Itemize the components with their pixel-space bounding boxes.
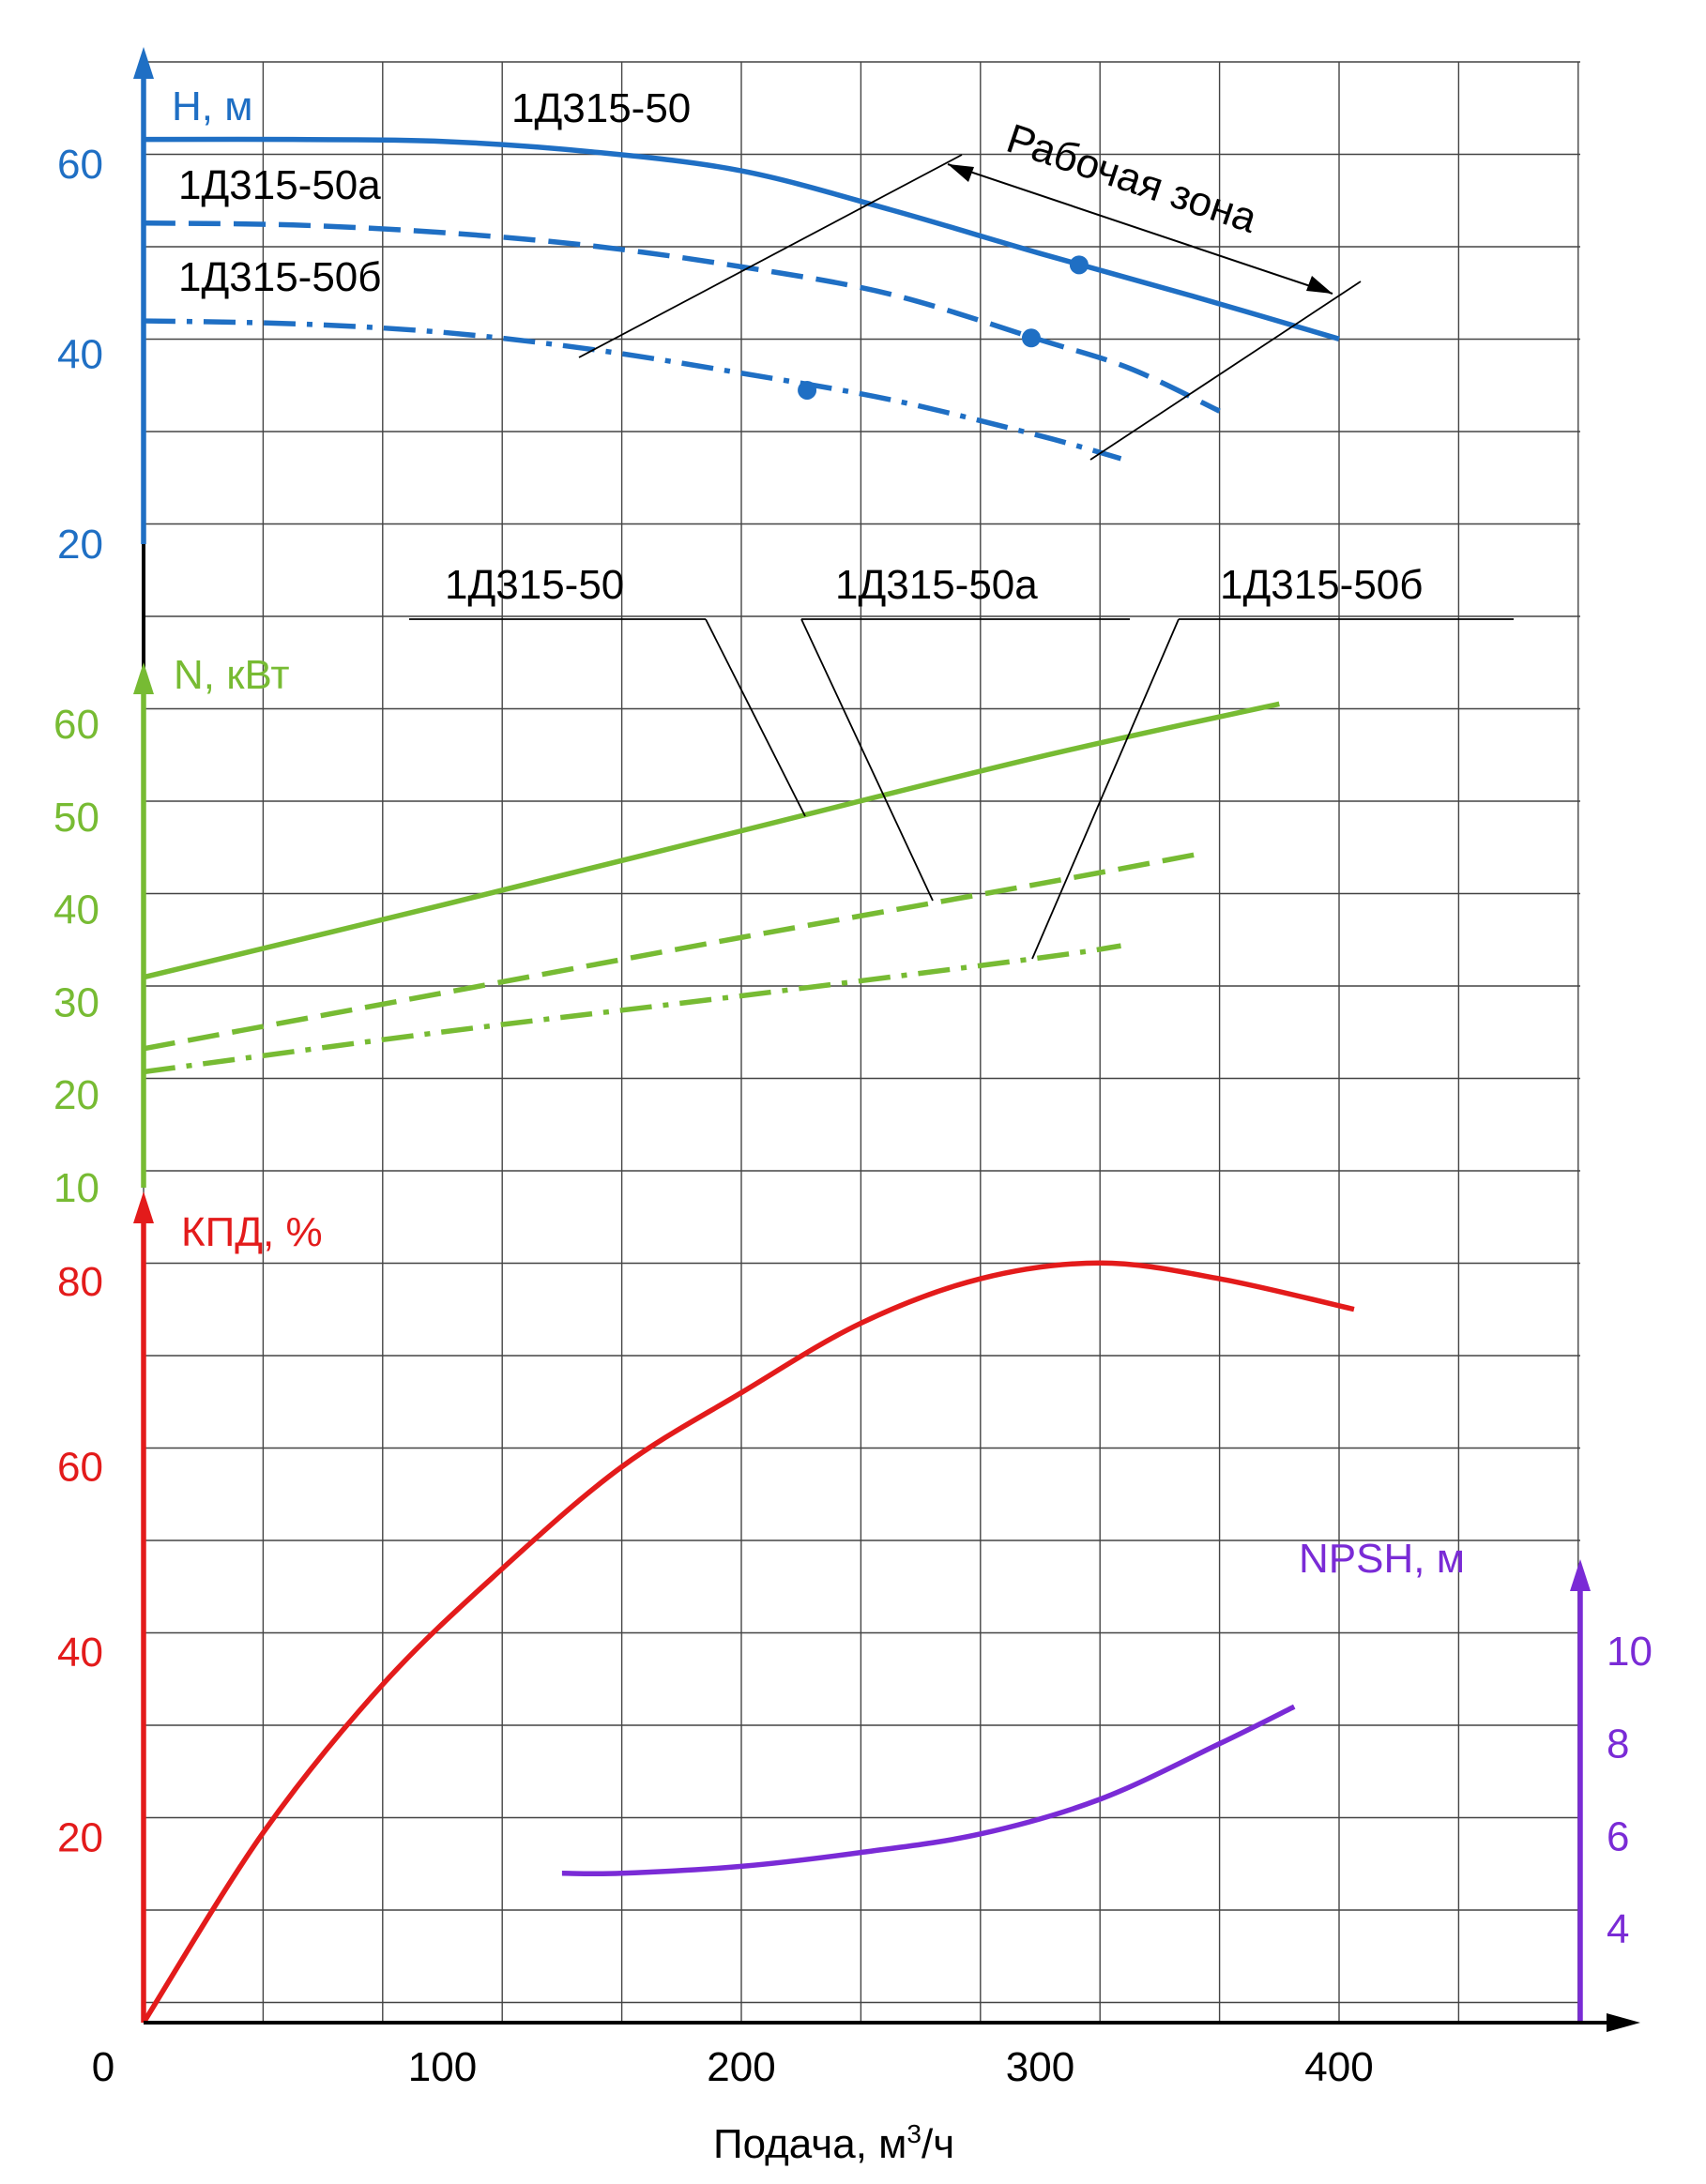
head-curve-label-1: 1Д315-50 <box>511 85 691 131</box>
npsh-tick-label: 8 <box>1607 1721 1629 1767</box>
working-zone-right-boundary <box>1089 281 1362 461</box>
x-tick-label: 100 <box>408 2044 477 2090</box>
x-tick-label: 300 <box>1006 2044 1074 2090</box>
power-tick-label: 30 <box>53 979 99 1025</box>
head-tick-label: 60 <box>57 142 103 188</box>
power-label-3-leader <box>1031 618 1180 960</box>
working-zone-left-boundary <box>578 154 963 358</box>
axes: 1Д315-50 1Д315-50а 1Д315-50б 1Д315-50 1Д315-… <box>53 47 1653 2090</box>
npsh-tick-label: 6 <box>1607 1813 1629 1859</box>
efficiency-tick-label: 60 <box>57 1445 103 1491</box>
power-curve-label-2: 1Д315-50а <box>835 562 1038 608</box>
head-tick-label: 20 <box>57 522 103 568</box>
efficiency-axis-arrow-icon <box>133 1191 154 1223</box>
head-curve-3 <box>143 318 1122 462</box>
npsh-tick-label: 10 <box>1607 1629 1653 1675</box>
power-curve-label-3: 1Д315-50б <box>1220 562 1423 608</box>
power-tick-label: 10 <box>53 1165 99 1211</box>
head-curve-1 <box>143 136 1340 341</box>
arrowhead-left-icon <box>948 164 974 182</box>
power-tick-label: 60 <box>53 702 99 748</box>
curves: Рабочая зона <box>141 115 1514 2025</box>
head-axis-title: H, м <box>172 83 252 129</box>
head-curve-label-3: 1Д315-50б <box>178 254 381 300</box>
power-curve-2 <box>143 851 1199 1052</box>
power-axis-arrow-icon <box>133 662 154 694</box>
head-curve-2 <box>143 220 1221 414</box>
power-label-2-leader <box>800 618 934 902</box>
x-axis-title: Подача, м3/ч <box>713 2119 954 2167</box>
power-curve-label-1: 1Д315-50 <box>445 562 624 608</box>
working-zone-label: Рабочая зона <box>1001 115 1263 242</box>
grid <box>143 61 1580 2023</box>
efficiency-tick-label: 80 <box>57 1259 103 1305</box>
power-label-1-leader <box>705 618 806 817</box>
power-tick-label: 40 <box>53 887 99 933</box>
efficiency-tick-label: 20 <box>57 1815 103 1861</box>
x-tick-label: 0 <box>92 2044 114 2090</box>
head-marker-3 <box>798 380 817 400</box>
x-axis-arrow-icon <box>1607 2013 1640 2032</box>
head-tick-label: 40 <box>57 332 103 378</box>
head-curve-label-2: 1Д315-50а <box>178 162 381 208</box>
head-axis-arrow-icon <box>133 47 154 79</box>
x-tick-label: 200 <box>707 2044 775 2090</box>
power-tick-label: 50 <box>53 795 99 841</box>
efficiency-tick-label: 40 <box>57 1630 103 1676</box>
arrowhead-right-icon <box>1306 276 1333 294</box>
head-marker-2 <box>1021 328 1041 348</box>
working-zone-arrow-line <box>947 163 1333 295</box>
npsh-curve-1 <box>561 1704 1296 1877</box>
power-tick-label: 20 <box>53 1072 99 1118</box>
power-curve-1 <box>143 701 1280 980</box>
power-axis-title: N, кВт <box>174 652 290 698</box>
efficiency-axis-title: КПД, % <box>181 1209 323 1255</box>
efficiency-curve-1 <box>141 1260 1355 2025</box>
x-tick-label: 400 <box>1304 2044 1373 2090</box>
power-curve-3 <box>143 943 1121 1075</box>
npsh-tick-label: 4 <box>1607 1906 1629 1952</box>
npsh-axis-arrow-icon <box>1570 1559 1591 1591</box>
head-marker-1 <box>1069 255 1089 275</box>
npsh-axis-title: NPSH, м <box>1299 1536 1465 1582</box>
